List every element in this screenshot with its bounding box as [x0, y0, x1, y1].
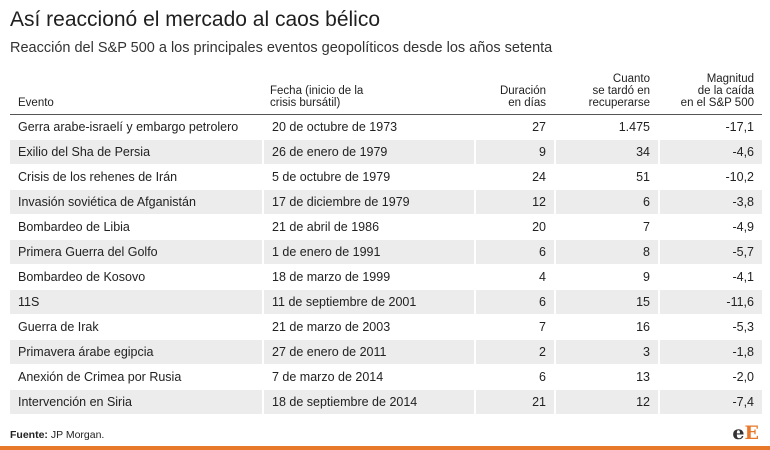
table-row: Intervención en Siria 18 de septiembre de…: [10, 390, 762, 415]
cell-date: 21 de marzo de 2003: [262, 315, 474, 340]
cell-event: Primera Guerra del Golfo: [10, 240, 262, 265]
cell-event: Gerra arabe-israelí y embargo petrolero: [10, 115, 262, 140]
cell-recovery: 51: [554, 165, 658, 190]
cell-date: 5 de octubre de 1979: [262, 165, 474, 190]
cell-drop: -5,7: [658, 240, 762, 265]
cell-date: 27 de enero de 2011: [262, 340, 474, 365]
table-body: Gerra arabe-israelí y embargo petrolero 2…: [10, 115, 762, 415]
table-row: Bombardeo de Kosovo 18 de marzo de 1999 4 9…: [10, 265, 762, 290]
cell-recovery: 13: [554, 365, 658, 390]
cell-drop: -3,8: [658, 190, 762, 215]
cell-recovery: 8: [554, 240, 658, 265]
cell-recovery: 34: [554, 140, 658, 165]
table-row: Primavera árabe egipcia 27 de enero de 20…: [10, 340, 762, 365]
cell-recovery: 6: [554, 190, 658, 215]
source-value: JP Morgan.: [50, 429, 105, 441]
cell-event: Exilio del Sha de Persia: [10, 140, 262, 165]
cell-drop: -4,9: [658, 215, 762, 240]
header-duration: Duración en días: [474, 64, 554, 115]
cell-event: Bombardeo de Libia: [10, 215, 262, 240]
chart-subtitle: Reacción del S&P 500 a los principales e…: [10, 40, 553, 56]
cell-recovery: 1.475: [554, 115, 658, 140]
cell-duration: 2: [474, 340, 554, 365]
table-row: 11S 11 de septiembre de 2001 6 15 -11,6: [10, 290, 762, 315]
table-row: Exilio del Sha de Persia 26 de enero de 1…: [10, 140, 762, 165]
cell-event: Guerra de Irak: [10, 315, 262, 340]
cell-duration: 6: [474, 240, 554, 265]
publisher-logo: eE: [732, 422, 759, 444]
accent-bar: [0, 446, 770, 450]
cell-event: Primavera árabe egipcia: [10, 340, 262, 365]
cell-duration: 27: [474, 115, 554, 140]
cell-recovery: 16: [554, 315, 658, 340]
cell-event: Crisis de los rehenes de Irán: [10, 165, 262, 190]
cell-duration: 6: [474, 365, 554, 390]
cell-event: Invasión soviética de Afganistán: [10, 190, 262, 215]
cell-drop: -5,3: [658, 315, 762, 340]
table-row: Bombardeo de Libia 21 de abril de 1986 20 7…: [10, 215, 762, 240]
cell-event: Anexión de Crimea por Rusia: [10, 365, 262, 390]
cell-duration: 6: [474, 290, 554, 315]
header-recovery: Cuanto se tardó en recuperarse: [554, 64, 658, 115]
table-row: Guerra de Irak 21 de marzo de 2003 7 16 -5,3: [10, 315, 762, 340]
table-header: Evento Fecha (inicio de la crisis bursátil…: [10, 64, 762, 115]
cell-recovery: 9: [554, 265, 658, 290]
cell-drop: -2,0: [658, 365, 762, 390]
events-table: Evento Fecha (inicio de la crisis bursátil…: [10, 64, 762, 415]
cell-drop: -7,4: [658, 390, 762, 415]
cell-drop: -4,1: [658, 265, 762, 290]
cell-recovery: 15: [554, 290, 658, 315]
table-row: Crisis de los rehenes de Irán 5 de octubr…: [10, 165, 762, 190]
cell-duration: 4: [474, 265, 554, 290]
cell-date: 17 de diciembre de 1979: [262, 190, 474, 215]
cell-date: 1 de enero de 1991: [262, 240, 474, 265]
cell-drop: -10,2: [658, 165, 762, 190]
cell-date: 11 de septiembre de 2001: [262, 290, 474, 315]
cell-drop: -1,8: [658, 340, 762, 365]
table-row: Primera Guerra del Golfo 1 de enero de 19…: [10, 240, 762, 265]
cell-duration: 7: [474, 315, 554, 340]
cell-recovery: 7: [554, 215, 658, 240]
source-note: Fuente: JP Morgan.: [10, 429, 104, 441]
header-date: Fecha (inicio de la crisis bursátil): [262, 64, 474, 115]
table-row: Gerra arabe-israelí y embargo petrolero 2…: [10, 115, 762, 140]
cell-drop: -11,6: [658, 290, 762, 315]
cell-duration: 21: [474, 390, 554, 415]
cell-duration: 24: [474, 165, 554, 190]
cell-recovery: 12: [554, 390, 658, 415]
cell-date: 18 de septiembre de 2014: [262, 390, 474, 415]
cell-drop: -4,6: [658, 140, 762, 165]
cell-date: 21 de abril de 1986: [262, 215, 474, 240]
cell-event: 11S: [10, 290, 262, 315]
cell-duration: 20: [474, 215, 554, 240]
cell-duration: 9: [474, 140, 554, 165]
table-row: Invasión soviética de Afganistán 17 de di…: [10, 190, 762, 215]
cell-recovery: 3: [554, 340, 658, 365]
cell-event: Intervención en Siria: [10, 390, 262, 415]
header-drop: Magnitud de la caída en el S&P 500: [658, 64, 762, 115]
cell-duration: 12: [474, 190, 554, 215]
cell-date: 20 de octubre de 1973: [262, 115, 474, 140]
cell-drop: -17,1: [658, 115, 762, 140]
chart-title: Así reaccionó el mercado al caos bélico: [10, 8, 381, 31]
cell-event: Bombardeo de Kosovo: [10, 265, 262, 290]
cell-date: 26 de enero de 1979: [262, 140, 474, 165]
cell-date: 18 de marzo de 1999: [262, 265, 474, 290]
source-label: Fuente:: [10, 429, 48, 441]
header-event: Evento: [10, 64, 262, 115]
table-row: Anexión de Crimea por Rusia 7 de marzo de…: [10, 365, 762, 390]
cell-date: 7 de marzo de 2014: [262, 365, 474, 390]
table-header-row: Evento Fecha (inicio de la crisis bursátil…: [10, 64, 762, 115]
